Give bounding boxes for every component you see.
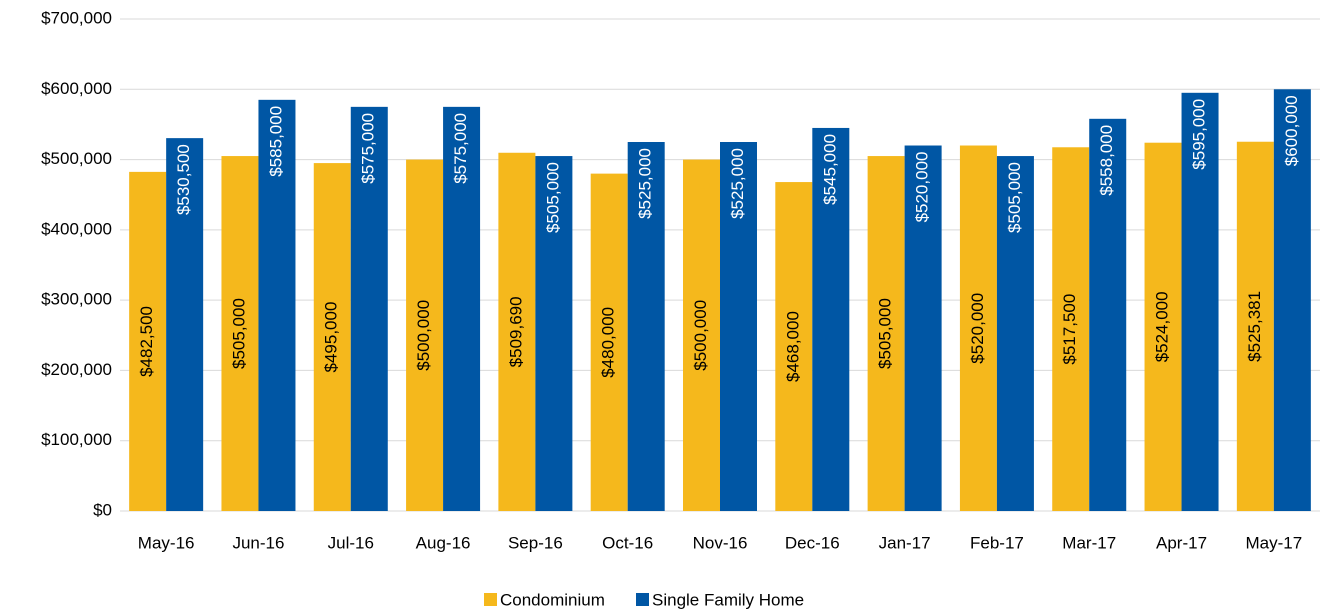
data-label: $480,000 [599, 307, 618, 378]
x-tick-label: Jun-16 [232, 533, 284, 552]
bar [1144, 142, 1182, 511]
x-tick-label: Oct-16 [602, 533, 653, 552]
x-tick-label: Mar-17 [1062, 533, 1116, 552]
y-tick-label: $400,000 [41, 219, 112, 238]
data-label: $600,000 [1282, 95, 1301, 166]
data-label: $575,000 [451, 113, 470, 184]
x-tick-label: Nov-16 [693, 533, 748, 552]
bar [996, 156, 1034, 512]
data-label: $500,000 [414, 300, 433, 371]
bar [1236, 141, 1274, 511]
data-label: $530,500 [174, 144, 193, 215]
bar [258, 99, 296, 511]
bar [498, 152, 536, 511]
x-tick-label: Jul-16 [328, 533, 374, 552]
data-label: $558,000 [1097, 125, 1116, 196]
data-label: $468,000 [783, 311, 802, 382]
x-tick-label: Dec-16 [785, 533, 840, 552]
bar [775, 182, 813, 511]
bar [867, 156, 905, 512]
x-tick-label: May-16 [138, 533, 195, 552]
data-label: $525,381 [1245, 291, 1264, 362]
data-label: $525,000 [636, 148, 655, 219]
data-label: $500,000 [691, 300, 710, 371]
bar [313, 163, 351, 512]
data-label: $520,000 [913, 152, 932, 223]
legend-label: Condominium [500, 590, 605, 609]
bar [350, 106, 388, 511]
legend-swatch [484, 593, 497, 606]
data-label: $482,500 [137, 306, 156, 377]
y-tick-label: $0 [93, 500, 112, 519]
bar [1089, 118, 1127, 511]
x-tick-label: Jan-17 [879, 533, 931, 552]
bar [590, 173, 628, 511]
data-label: $505,000 [1005, 162, 1024, 233]
data-label: $520,000 [968, 293, 987, 364]
data-label: $545,000 [820, 134, 839, 205]
x-tick-label: Apr-17 [1156, 533, 1207, 552]
legend-swatch [636, 593, 649, 606]
x-tick-label: Sep-16 [508, 533, 563, 552]
data-label: $509,690 [506, 296, 525, 367]
data-label: $575,000 [359, 113, 378, 184]
y-tick-label: $700,000 [41, 8, 112, 27]
data-label: $517,500 [1060, 294, 1079, 365]
bar [904, 145, 942, 511]
bar [1181, 92, 1219, 512]
bar [720, 142, 757, 511]
x-tick-label: Aug-16 [416, 533, 471, 552]
legend-label: Single Family Home [652, 590, 804, 609]
data-label: $505,000 [229, 298, 248, 369]
bar [959, 145, 997, 511]
data-label: $524,000 [1153, 291, 1172, 362]
bar [406, 159, 444, 512]
bar [627, 142, 665, 511]
y-tick-label: $100,000 [41, 430, 112, 449]
bar [129, 171, 167, 511]
x-tick-label: Feb-17 [970, 533, 1024, 552]
bar [443, 106, 481, 511]
bar [812, 127, 850, 511]
data-label: $505,000 [876, 298, 895, 369]
y-tick-label: $500,000 [41, 149, 112, 168]
y-tick-label: $600,000 [41, 79, 112, 98]
data-label: $585,000 [266, 106, 285, 177]
bar [535, 156, 573, 512]
data-label: $505,000 [543, 162, 562, 233]
data-label: $495,000 [322, 302, 341, 373]
x-tick-label: May-17 [1246, 533, 1303, 552]
bar [166, 138, 204, 512]
bar [683, 159, 720, 512]
data-label: $525,000 [728, 148, 747, 219]
y-tick-label: $200,000 [41, 360, 112, 379]
y-tick-label: $300,000 [41, 290, 112, 309]
bar [221, 156, 259, 512]
bar [1273, 89, 1311, 512]
bar [1052, 147, 1090, 511]
data-label: $595,000 [1190, 99, 1209, 170]
